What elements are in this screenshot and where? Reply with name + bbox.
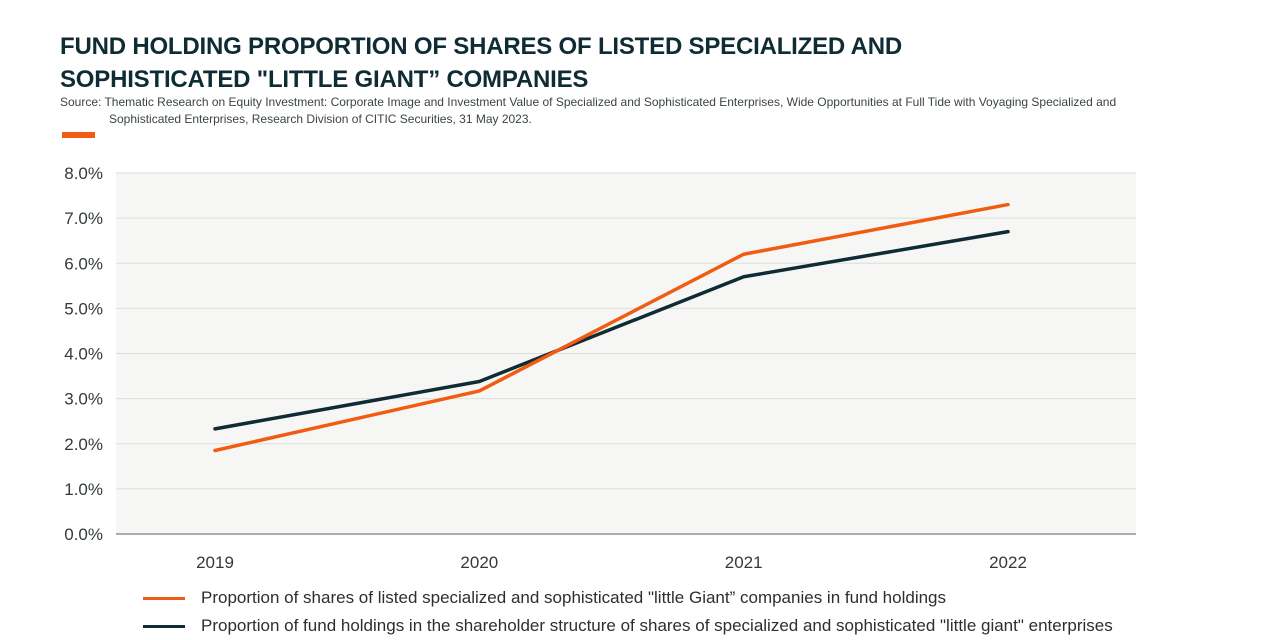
chart-title-line-2: SOPHISTICATED "LITTLE GIANT” COMPANIES xyxy=(60,66,589,93)
source-note: Source: Thematic Research on Equity Inve… xyxy=(60,94,1180,128)
series-line-2 xyxy=(213,229,1010,431)
x-tick-label: 2021 xyxy=(725,553,763,572)
source-line-2: Sophisticated Enterprises, Research Divi… xyxy=(109,112,532,126)
y-tick-label: 0.0% xyxy=(64,525,103,544)
legend-swatch-series-2 xyxy=(143,624,185,628)
y-tick-label: 1.0% xyxy=(64,480,103,499)
x-tick-label: 2019 xyxy=(196,553,234,572)
y-tick-label: 6.0% xyxy=(64,254,103,273)
y-tick-label: 5.0% xyxy=(64,299,103,318)
legend-label-series-2: Proportion of fund holdings in the share… xyxy=(201,616,1113,635)
accent-bar xyxy=(62,132,95,138)
legend-item-series-2: Proportion of fund holdings in the share… xyxy=(143,612,1243,640)
legend-item-series-1: Proportion of shares of listed specializ… xyxy=(143,584,1243,612)
y-tick-label: 8.0% xyxy=(64,164,103,183)
series-line-1 xyxy=(213,202,1010,453)
chart-legend: Proportion of shares of listed specializ… xyxy=(143,584,1243,640)
y-tick-label: 7.0% xyxy=(64,209,103,228)
y-tick-label: 3.0% xyxy=(64,390,103,409)
legend-label-series-1: Proportion of shares of listed specializ… xyxy=(201,588,947,607)
x-tick-label: 2020 xyxy=(460,553,498,572)
chart-title-line-1: FUND HOLDING PROPORTION OF SHARES OF LIS… xyxy=(60,33,903,60)
chart-title: FUND HOLDING PROPORTION OF SHARES OF LIS… xyxy=(60,30,960,96)
legend-swatch-series-1 xyxy=(143,596,185,600)
y-tick-label: 2.0% xyxy=(64,435,103,454)
source-line-1: Source: Thematic Research on Equity Inve… xyxy=(60,95,1117,109)
x-tick-label: 2022 xyxy=(989,553,1027,572)
line-chart: 0.0% 1.0% 2.0% 3.0% 4.0% 5.0% 6.0% 7.0% 8.0% 2019… xyxy=(64,164,1136,572)
y-tick-label: 4.0% xyxy=(64,345,103,364)
